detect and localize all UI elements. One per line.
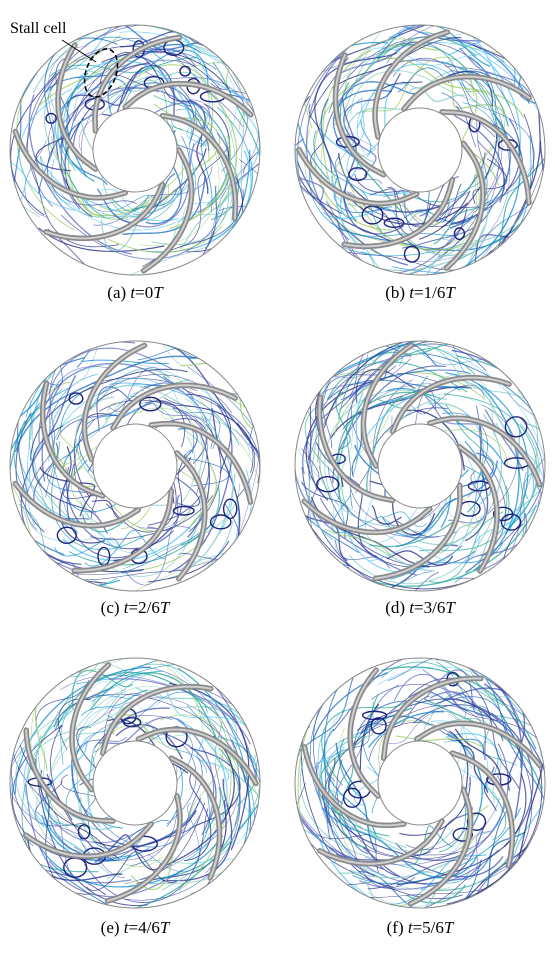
caption: (d) t=3/6T	[385, 598, 456, 617]
caption-unit: T	[445, 598, 456, 617]
panel	[0, 637, 286, 929]
streamline	[181, 30, 254, 83]
streamline	[387, 42, 478, 103]
streamline	[298, 709, 363, 911]
hub	[93, 741, 177, 825]
streamline	[452, 235, 510, 293]
panel	[270, 9, 555, 299]
caption-unit: T	[160, 598, 171, 617]
caption-label: (d)	[385, 598, 405, 617]
caption-eq: =5/6	[413, 918, 444, 937]
vortex	[173, 507, 194, 515]
caption: (a) t=0T	[107, 283, 164, 302]
streamline	[137, 343, 264, 388]
blade	[26, 824, 151, 856]
panel	[270, 317, 555, 608]
streamline	[69, 529, 205, 565]
streamline	[60, 369, 170, 429]
annotation: Stall cell	[10, 20, 67, 37]
streamline	[270, 421, 349, 566]
hub	[93, 424, 177, 508]
streamline	[324, 337, 434, 428]
caption-unit: T	[160, 918, 171, 937]
caption: (e) t=4/6T	[101, 918, 171, 937]
streamline	[113, 527, 171, 560]
streamline	[115, 21, 199, 36]
hub	[378, 108, 462, 192]
hub	[378, 424, 462, 508]
caption-eq: =3/6	[414, 598, 445, 617]
streamline	[338, 411, 358, 513]
streamline	[189, 356, 246, 400]
vortex	[180, 66, 190, 76]
panel	[0, 9, 279, 293]
streamline	[3, 468, 50, 572]
streamline	[377, 58, 524, 117]
vortex	[349, 168, 367, 181]
streamline	[223, 803, 274, 862]
caption-unit: T	[153, 283, 164, 302]
caption: (c) t=2/6T	[101, 598, 171, 617]
panel	[0, 319, 281, 602]
caption-eq: =4/6	[129, 918, 160, 937]
caption-label: (a)	[107, 283, 126, 302]
caption-label: (f)	[387, 918, 404, 937]
vortex	[211, 515, 231, 529]
caption-eq: =1/6	[414, 283, 445, 302]
panel	[277, 644, 555, 930]
streamline	[368, 317, 450, 364]
hub	[378, 741, 462, 825]
caption-label: (c)	[101, 598, 120, 617]
streamline	[389, 21, 509, 38]
hub	[93, 108, 177, 192]
caption: (f) t=5/6T	[387, 918, 455, 937]
caption-unit: T	[445, 283, 456, 302]
caption-eq: =2/6	[129, 598, 160, 617]
caption-eq: =0	[135, 283, 153, 302]
caption-label: (e)	[101, 918, 120, 937]
caption-unit: T	[444, 918, 455, 937]
blade	[460, 447, 497, 571]
caption: (b) t=1/6T	[385, 283, 456, 302]
figure: (a) t=0T (b) t=1/6T (c) t=2/6T (d) t=3/6T (e…	[0, 0, 555, 953]
caption-label: (b)	[385, 283, 405, 302]
